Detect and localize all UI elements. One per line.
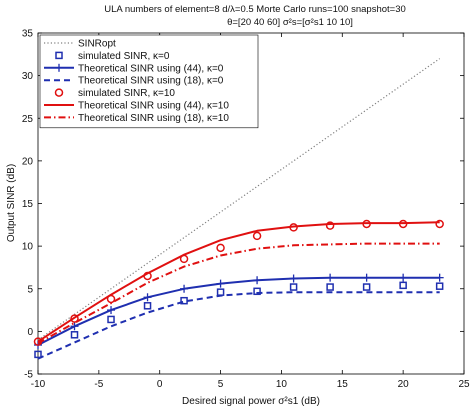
series-point [252, 231, 262, 241]
x-tick-label: 0 [157, 379, 163, 390]
y-tick-label: -5 [24, 370, 33, 381]
series-5 [37, 221, 440, 343]
x-tick-label: -10 [31, 379, 46, 390]
series-point [435, 219, 444, 229]
series-3 [37, 291, 440, 360]
series-point [325, 221, 335, 230]
series-point [289, 283, 298, 291]
legend-item: Theoretical SINR using (44), κ=10 [44, 101, 229, 112]
legend-label: simulated SINR, κ=10 [78, 88, 175, 99]
x-tick-label: 5 [218, 379, 224, 390]
series-point [362, 283, 371, 291]
series-6 [37, 242, 440, 345]
series-point [326, 283, 334, 291]
series-0 [37, 58, 441, 341]
legend-label: Theoretical SINR using (18), κ=10 [78, 113, 229, 124]
series-point [107, 306, 116, 315]
legend-label: Theoretical SINR using (18), κ=0 [78, 76, 224, 87]
series-line [37, 276, 440, 346]
series-point [362, 273, 371, 282]
series-point [70, 331, 79, 339]
legend-item: Theoretical SINR using (18), κ=0 [44, 76, 224, 87]
legend-swatch-marker [54, 88, 64, 97]
legend-swatch-marker [55, 51, 63, 60]
series-1 [34, 281, 444, 359]
series-line [37, 221, 440, 343]
series-point [435, 273, 444, 282]
series-point [70, 314, 79, 323]
series-point [143, 302, 152, 310]
y-tick-label: 5 [27, 284, 33, 295]
series-point [253, 287, 261, 296]
y-tick-label: 0 [27, 327, 33, 338]
x-tick-label: -5 [94, 379, 103, 390]
series-point [70, 322, 79, 331]
y-tick-label: 10 [22, 242, 34, 253]
legend-item: simulated SINR, κ=0 [55, 51, 170, 62]
x-tick-label: 15 [337, 379, 349, 390]
x-tick-label: 10 [276, 379, 288, 390]
legend-item: Theoretical SINR using (18), κ=10 [44, 113, 229, 124]
series-2 [34, 273, 444, 350]
y-tick-label: 35 [22, 29, 34, 40]
series-line [37, 242, 440, 345]
legend-label: SINRopt [78, 39, 116, 50]
series-point [34, 350, 42, 359]
legend-label: Theoretical SINR using (44), κ=0 [78, 63, 224, 74]
y-tick-label: 20 [22, 156, 34, 167]
series-point [326, 273, 335, 282]
y-axis-label: Output SINR (dB) [6, 164, 17, 242]
y-tick-label: 30 [22, 71, 34, 82]
series-point [399, 281, 407, 290]
y-tick-label: 25 [22, 114, 34, 125]
x-tick-label: 20 [398, 379, 410, 390]
series-point [435, 282, 444, 290]
x-axis-label: Desired signal power σ²s1 (dB) [182, 396, 320, 407]
chart-title-line-1: ULA numbers of element=8 d/λ=0.5 Morte C… [104, 4, 406, 15]
y-tick-label: 15 [22, 199, 34, 210]
series-point [253, 276, 262, 285]
x-tick-label: 25 [458, 379, 470, 390]
series-point [143, 293, 152, 302]
series-point [399, 273, 408, 282]
series-point [180, 284, 189, 293]
legend-item: SINRopt [44, 39, 116, 50]
series-point [216, 243, 225, 253]
series-point [216, 279, 225, 288]
legend-box [39, 34, 259, 129]
legend-label: Theoretical SINR using (44), κ=10 [78, 101, 229, 112]
legend-item: simulated SINR, κ=10 [54, 88, 175, 99]
legend-item: Theoretical SINR using (44), κ=0 [44, 63, 224, 74]
chart-title-line-2: θ=[20 40 60] σ²s=[σ²s1 10 10] [227, 17, 353, 28]
series-point [289, 274, 298, 283]
series-point [107, 315, 115, 324]
legend-swatch-marker [55, 63, 63, 72]
series-line [37, 58, 441, 341]
legend-label: simulated SINR, κ=0 [78, 51, 170, 62]
series-line [37, 291, 440, 360]
